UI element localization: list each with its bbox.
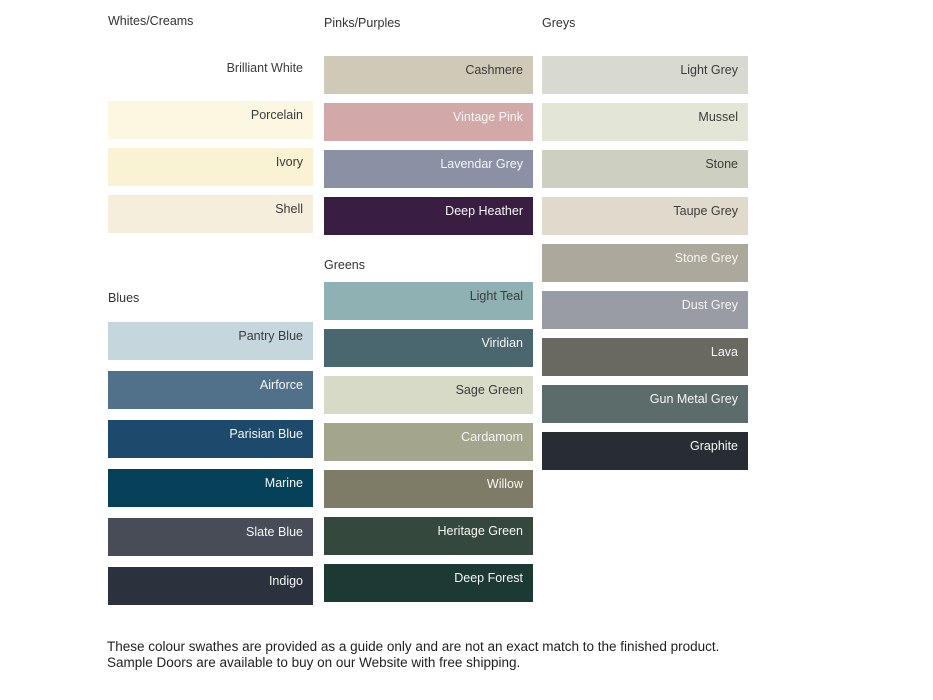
swatch-label-willow: Willow <box>486 477 523 491</box>
swatch-stone-grey: Stone Grey <box>542 244 748 282</box>
swatch-lava: Lava <box>542 338 748 376</box>
swatch-stone: Stone <box>542 150 748 188</box>
section-greens: Greens Light Teal Viridian Sage Green Cardam… <box>324 258 533 602</box>
swatch-label-graphite: Graphite <box>690 439 738 453</box>
swatch-label-light-teal: Light Teal <box>469 289 523 303</box>
swatch-label-parisian-blue: Parisian Blue <box>229 427 303 441</box>
swatch-slate-blue: Slate Blue <box>108 518 313 556</box>
swatch-label-slate-blue: Slate Blue <box>246 525 303 539</box>
section-title-whites-creams: Whites/Creams <box>108 14 194 28</box>
swatch-viridian: Viridian <box>324 329 533 367</box>
swatch-label-sage-green: Sage Green <box>455 383 523 397</box>
swatch-label-stone-grey: Stone Grey <box>674 251 738 265</box>
swatch-deep-heather: Deep Heather <box>324 197 533 235</box>
column-greys: Greys Light Grey Mussel Stone Taupe Grey Ston… <box>542 16 748 479</box>
swatch-label-marine: Marine <box>264 476 303 490</box>
swatch-label-indigo: Indigo <box>268 574 303 588</box>
swatch-label-dust-grey: Dust Grey <box>681 298 738 312</box>
swatch-ivory: Ivory <box>108 148 313 186</box>
swatch-label-heritage-green: Heritage Green <box>437 524 523 538</box>
swatch-label-taupe-grey: Taupe Grey <box>673 204 738 218</box>
section-greys: Greys Light Grey Mussel Stone Taupe Grey Ston… <box>542 16 748 470</box>
swatch-label-light-grey: Light Grey <box>680 63 738 77</box>
swatch-vintage-pink: Vintage Pink <box>324 103 533 141</box>
swatch-label-lava: Lava <box>710 345 738 359</box>
swatch-airforce: Airforce <box>108 371 313 409</box>
swatch-mussel: Mussel <box>542 103 748 141</box>
swatch-label-shell: Shell <box>275 202 303 216</box>
swatch-label-stone: Stone <box>705 157 738 171</box>
swatch-brilliant-white: Brilliant White <box>108 54 313 92</box>
swatch-parisian-blue: Parisian Blue <box>108 420 313 458</box>
swatch-gun-metal-grey: Gun Metal Grey <box>542 385 748 423</box>
swatch-label-cardamom: Cardamom <box>461 430 523 444</box>
section-title-greens: Greens <box>324 258 365 272</box>
column-pinks-and-greens: Pinks/Purples Cashmere Vintage Pink Lavenda… <box>324 16 533 611</box>
column-whites-and-blues: Whites/Creams Brilliant White Porcelain Ivo… <box>108 14 313 616</box>
swatch-pantry-blue: Pantry Blue <box>108 322 313 360</box>
swatch-label-gun-metal-grey: Gun Metal Grey <box>649 392 738 406</box>
swatch-label-viridian: Viridian <box>481 336 523 350</box>
section-title-blues: Blues <box>108 291 140 305</box>
section-whites-creams: Whites/Creams Brilliant White Porcelain Ivo… <box>108 14 313 233</box>
swatch-label-deep-forest: Deep Forest <box>454 571 523 585</box>
swatch-deep-forest: Deep Forest <box>324 564 533 602</box>
swatch-heritage-green: Heritage Green <box>324 517 533 555</box>
section-title-pinks-purples: Pinks/Purples <box>324 16 401 30</box>
swatch-cardamom: Cardamom <box>324 423 533 461</box>
footer-note: These colour swathes are provided as a g… <box>107 639 727 670</box>
swatch-taupe-grey: Taupe Grey <box>542 197 748 235</box>
section-title-greys: Greys <box>542 16 576 30</box>
section-blues: Blues Pantry Blue Airforce Parisian Blue Mar… <box>108 291 313 605</box>
swatch-cashmere: Cashmere <box>324 56 533 94</box>
swatch-label-cashmere: Cashmere <box>465 63 523 77</box>
swatch-lavendar-grey: Lavendar Grey <box>324 150 533 188</box>
swatch-graphite: Graphite <box>542 432 748 470</box>
swatch-marine: Marine <box>108 469 313 507</box>
swatch-label-deep-heather: Deep Heather <box>445 204 523 218</box>
swatch-shell: Shell <box>108 195 313 233</box>
swatch-indigo: Indigo <box>108 567 313 605</box>
swatch-label-ivory: Ivory <box>275 155 303 169</box>
swatch-dust-grey: Dust Grey <box>542 291 748 329</box>
swatch-light-grey: Light Grey <box>542 56 748 94</box>
swatch-light-teal: Light Teal <box>324 282 533 320</box>
section-pinks-purples: Pinks/Purples Cashmere Vintage Pink Lavenda… <box>324 16 533 235</box>
swatch-willow: Willow <box>324 470 533 508</box>
swatch-label-porcelain: Porcelain <box>250 108 303 122</box>
swatch-label-vintage-pink: Vintage Pink <box>453 110 523 124</box>
swatch-porcelain: Porcelain <box>108 101 313 139</box>
swatch-label-mussel: Mussel <box>698 110 738 124</box>
swatch-label-airforce: Airforce <box>259 378 303 392</box>
swatch-label-lavendar-grey: Lavendar Grey <box>440 157 523 171</box>
swatch-label-brilliant-white: Brilliant White <box>226 61 303 75</box>
swatch-label-pantry-blue: Pantry Blue <box>238 329 303 343</box>
swatch-sage-green: Sage Green <box>324 376 533 414</box>
